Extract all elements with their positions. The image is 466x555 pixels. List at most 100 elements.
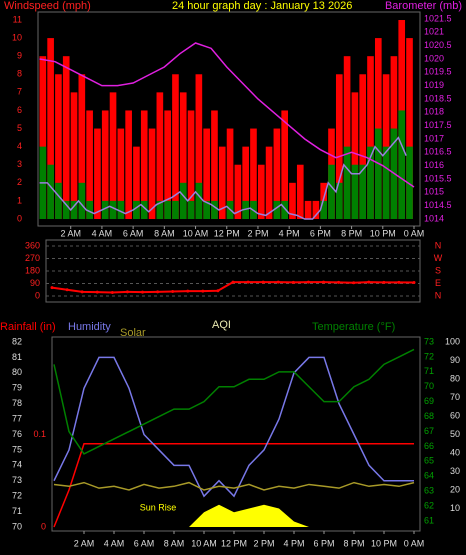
y-tick-label: 0 <box>17 213 22 223</box>
y-tick-label: 68 <box>424 411 434 421</box>
direction-dot <box>322 280 325 284</box>
y-tick-label: 1021 <box>424 27 444 37</box>
y-tick-label: E <box>435 278 441 288</box>
y-tick-label: 73 <box>424 336 434 346</box>
x-tick-label: 10 PM <box>370 228 396 238</box>
direction-dot <box>95 290 99 294</box>
y-tick-label: 2 <box>17 177 22 187</box>
y-tick-label: 60 <box>450 410 460 420</box>
legend-label: Solar <box>120 327 146 339</box>
series-line <box>53 481 415 491</box>
y-tick-label: 5 <box>17 123 22 133</box>
wind-bar <box>359 74 367 219</box>
direction-dot <box>246 280 250 284</box>
y-tick-label: 1016 <box>424 160 444 170</box>
y-tick-label: 82 <box>12 336 22 346</box>
x-tick-label: 2 PM <box>253 538 274 548</box>
y-tick-label: 70 <box>450 392 460 402</box>
y-tick-label: 71 <box>12 506 22 516</box>
wind-bar <box>343 146 351 219</box>
y-tick-label: 63 <box>424 486 434 496</box>
y-tick-label: 1020 <box>424 53 444 63</box>
direction-dot <box>231 280 235 284</box>
y-tick-label: 1019.5 <box>424 67 452 77</box>
x-tick-label: 4 PM <box>283 538 304 548</box>
x-tick-label: 6 AM <box>123 228 144 238</box>
wind-bar <box>273 200 281 219</box>
y-tick-label: 72 <box>424 351 434 361</box>
wind-bar <box>172 200 179 219</box>
x-tick-label: 10 AM <box>183 228 209 238</box>
y-tick-label: 72 <box>12 491 22 501</box>
wind-bar <box>47 38 54 219</box>
direction-dot <box>65 288 69 292</box>
y-tick-label: 9 <box>17 51 22 61</box>
wind-bar <box>226 128 234 219</box>
wind-bar <box>273 128 281 219</box>
legend-label: Rainfall (in) <box>0 321 56 333</box>
direction-dot <box>186 289 190 293</box>
wind-bar <box>335 74 343 219</box>
wind-bar <box>187 110 195 219</box>
x-tick-label: 8 PM <box>341 228 362 238</box>
wind-bar <box>148 128 156 219</box>
annotation: Sun Rise <box>140 502 177 512</box>
wind-bar <box>367 146 374 219</box>
x-tick-label: 0 AM <box>404 538 425 548</box>
legend-label: AQI <box>212 319 231 331</box>
wind-bar <box>335 182 343 219</box>
y-tick-label: 7 <box>17 87 22 97</box>
x-tick-label: 6 AM <box>134 538 155 548</box>
wind-bar <box>296 164 304 219</box>
y-tick-label: 30 <box>450 466 460 476</box>
y-tick-label: 70 <box>424 381 434 391</box>
wind-bar <box>101 200 109 219</box>
x-tick-label: 8 AM <box>154 228 175 238</box>
direction-dot <box>352 281 356 285</box>
wind-bar <box>406 38 413 219</box>
wind-bar <box>257 164 265 219</box>
y-tick-label: 61 <box>424 515 434 525</box>
direction-dot <box>367 280 371 284</box>
barometer-line <box>39 42 415 188</box>
direction-dot <box>125 290 129 294</box>
wind-bar <box>187 200 195 219</box>
y-tick-label: 180 <box>25 265 40 275</box>
y-tick-label: N <box>435 240 442 250</box>
wind-label: Windspeed (mph) <box>4 0 91 12</box>
wind-bar <box>328 164 335 219</box>
x-tick-label: 2 PM <box>247 228 268 238</box>
y-tick-label: 80 <box>12 367 22 377</box>
direction-dot <box>337 280 341 284</box>
wind-bar <box>86 200 93 219</box>
x-tick-label: 12 PM <box>214 228 240 238</box>
y-tick-label: 1018 <box>424 107 444 117</box>
wind-bar <box>156 200 164 219</box>
wind-bar <box>101 110 109 219</box>
series-line <box>53 356 414 498</box>
y-tick-label: 1021.5 <box>424 13 452 23</box>
weather-panel <box>51 336 421 532</box>
x-tick-label: 4 AM <box>104 538 125 548</box>
legend-label: Temperature (°F) <box>312 321 395 333</box>
wind-bar <box>117 128 125 219</box>
wind-bar <box>195 74 203 219</box>
wind-bar <box>140 110 148 219</box>
y-tick-label: 1016.5 <box>424 147 452 157</box>
y-tick-label: 50 <box>450 429 460 439</box>
y-tick-label: 4 <box>17 141 22 151</box>
y-tick-label: 70 <box>12 521 22 531</box>
direction-dot <box>80 290 84 294</box>
wind-bar <box>343 56 351 219</box>
y-tick-label: 75 <box>12 444 22 454</box>
y-tick-label: 73 <box>12 475 22 485</box>
y-tick-label: 79 <box>12 383 22 393</box>
wind-bar <box>374 128 382 219</box>
x-tick-label: 10 PM <box>371 538 397 548</box>
y-tick-label: 8 <box>17 69 22 79</box>
wind-bar <box>109 200 117 219</box>
wind-bar <box>117 200 125 219</box>
x-tick-label: 6 PM <box>310 228 331 238</box>
y-tick-label: 90 <box>30 278 40 288</box>
y-tick-label: 76 <box>12 429 22 439</box>
